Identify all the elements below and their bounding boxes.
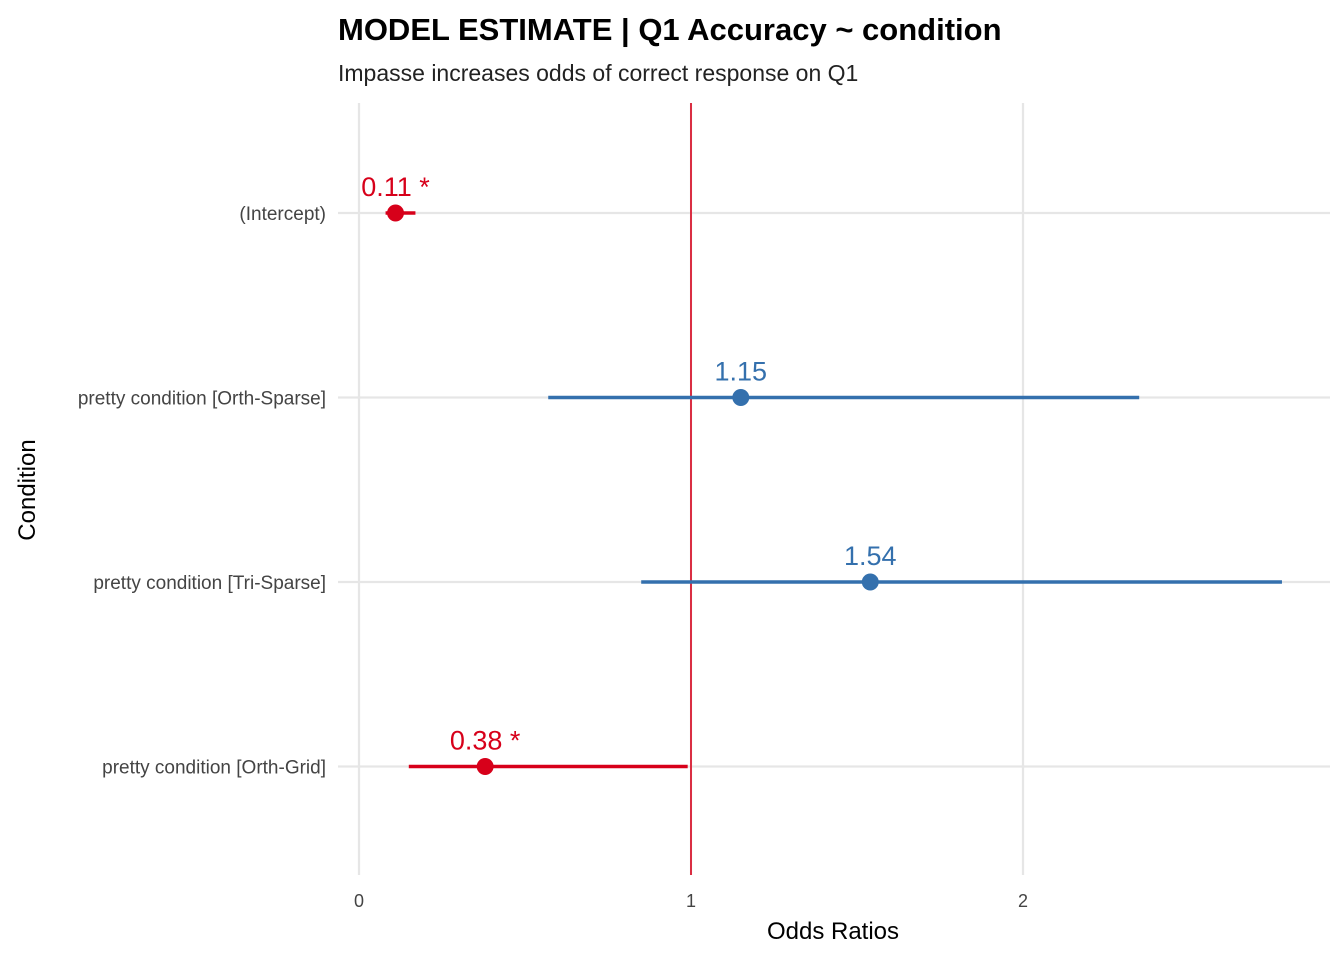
y-axis-label: Condition — [14, 439, 41, 540]
chart-subtitle: Impasse increases odds of correct respon… — [338, 60, 858, 86]
chart-title: MODEL ESTIMATE | Q1 Accuracy ~ condition — [338, 12, 1002, 47]
y-tick-label: (Intercept) — [239, 204, 326, 225]
estimate-point — [861, 573, 879, 591]
estimate-point — [387, 204, 405, 222]
y-tick-labels: (Intercept) pretty condition [Orth-Sparse… — [78, 204, 326, 779]
x-axis-label: Odds Ratios — [767, 918, 899, 945]
estimate-point — [732, 389, 750, 406]
data-label: 1.54 — [844, 541, 897, 571]
data-label: 0.38 * — [450, 726, 521, 756]
estimate-point — [476, 758, 494, 775]
data-label: 0.11 * — [361, 172, 430, 202]
estimates: 0.11 * 1.15 1.54 0.38 * — [361, 172, 1282, 775]
y-tick-label: pretty condition [Orth-Grid] — [102, 758, 326, 779]
x-tick-label: 1 — [686, 891, 696, 911]
y-tick-label: pretty condition [Orth-Sparse] — [78, 389, 326, 410]
x-tick-label: 2 — [1018, 891, 1028, 911]
x-tick-labels: 0 1 2 — [354, 891, 1028, 911]
x-tick-label: 0 — [354, 891, 364, 911]
y-tick-label: pretty condition [Tri-Sparse] — [93, 573, 326, 594]
data-label: 1.15 — [715, 357, 768, 387]
